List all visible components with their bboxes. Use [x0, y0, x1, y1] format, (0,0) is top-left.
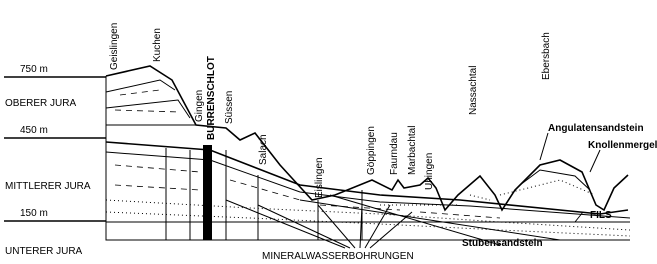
cross-section: 750 m 450 m 150 m OBERER JURA MITTLERER … [0, 0, 657, 264]
place-label: BURRENSCHLOT [206, 56, 217, 140]
formation-label: Knollenmergel [588, 140, 657, 151]
place-label: Eislingen [314, 157, 325, 198]
place-label: Gingen [194, 90, 205, 122]
elevation-label: 150 m [20, 208, 48, 219]
stratum-label: UNTERER JURA [5, 246, 83, 257]
place-label: Göppingen [366, 126, 377, 175]
formation-label: Stubensandstein [462, 238, 543, 249]
place-label: Faurndau [389, 132, 400, 175]
place-label: Uhingen [424, 153, 435, 190]
stratum-label: OBERER JURA [5, 98, 76, 109]
place-label: Süssen [224, 91, 235, 124]
burrenschlot-pipe [203, 145, 212, 240]
formation-label: Angulatensandstein [548, 123, 644, 134]
place-label: Nassachtal [468, 66, 479, 115]
place-label: Ebersbach [541, 32, 552, 80]
elevation-label: 450 m [20, 125, 48, 136]
stratum-label: MITTLERER JURA [5, 181, 91, 192]
place-label: Marbachtal [407, 126, 418, 175]
place-label: Salach [258, 134, 269, 165]
river-label: FILS [590, 210, 612, 221]
place-label: Geislingen [109, 23, 120, 70]
place-label: Kuchen [152, 28, 163, 62]
borehole-label: MINERALWASSERBOHRUNGEN [262, 251, 414, 262]
elevation-label: 750 m [20, 64, 48, 75]
